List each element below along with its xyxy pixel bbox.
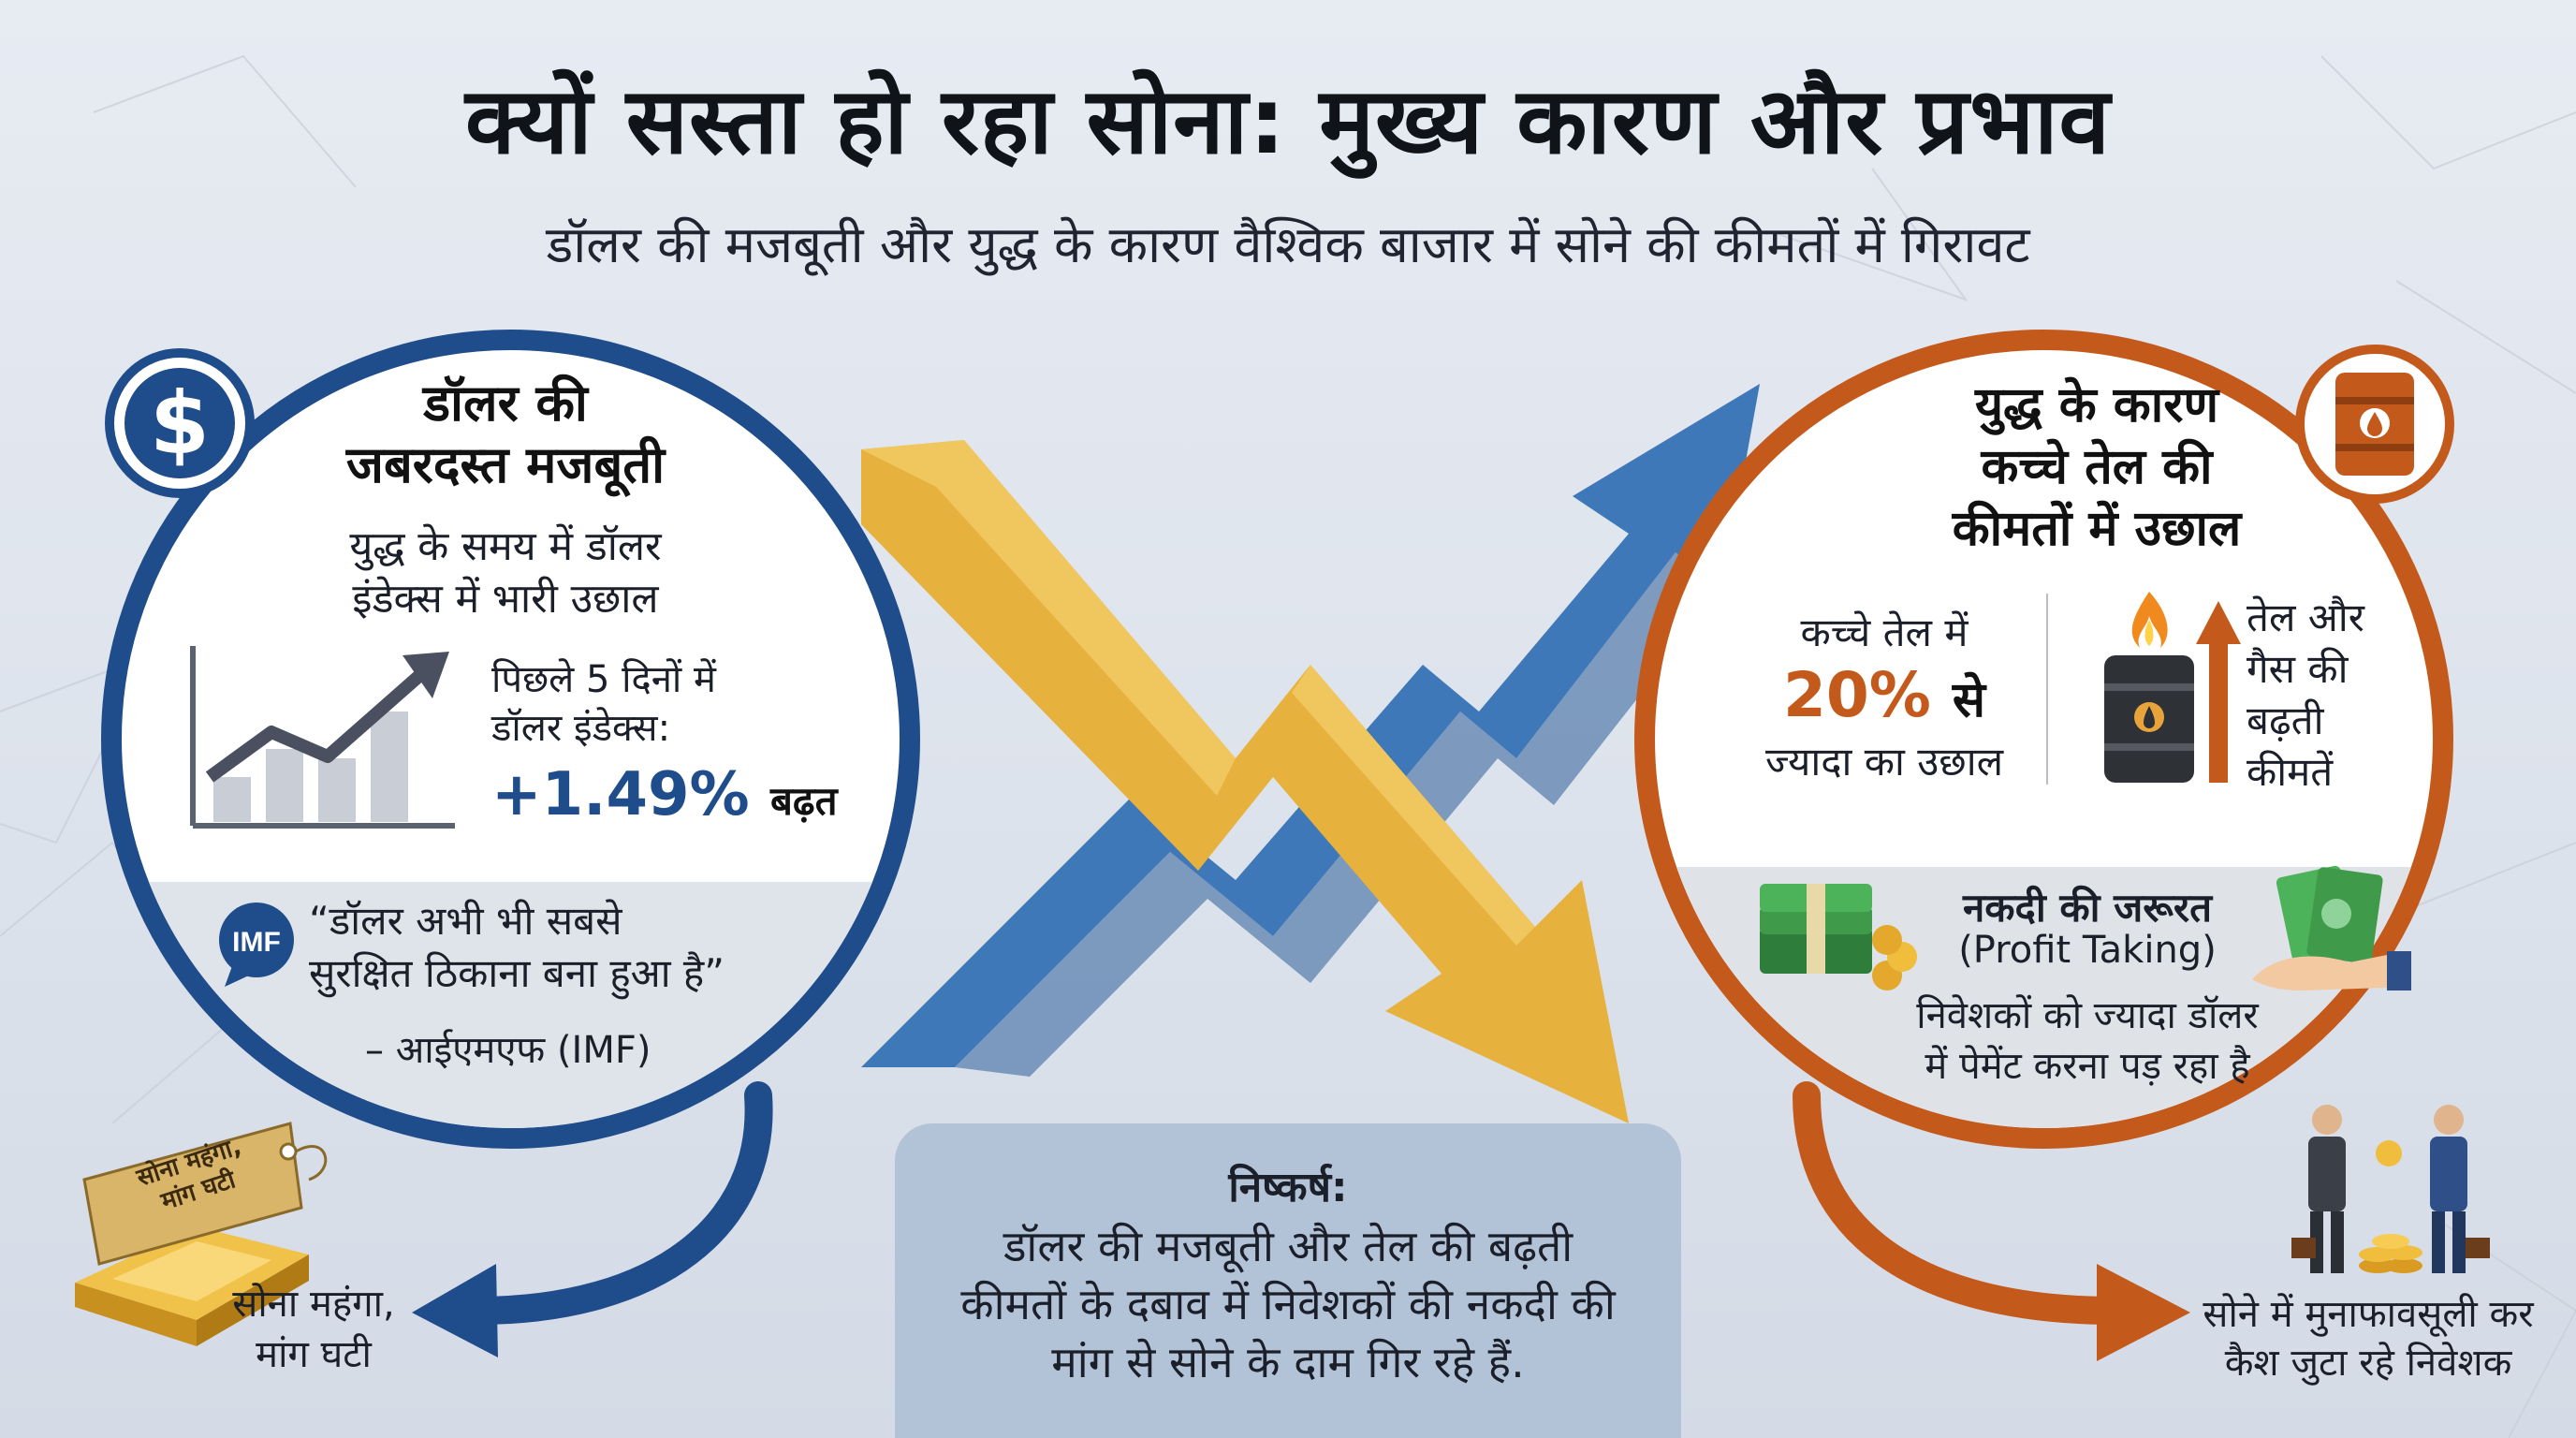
dollar-badge: $ (105, 348, 255, 498)
dollar-index-value: +1.49% बढ़त (491, 760, 838, 829)
conclusion-box (895, 1123, 1681, 1438)
imf-quote: “डॉलर अभी भी सबसे सुरक्षित ठिकाना बना हु… (309, 898, 724, 996)
cash-need-description: निवेशकों को ज्यादा डॉलर में पेमेंट करना … (1916, 994, 2259, 1088)
cash-stack-icon (1760, 884, 1917, 990)
right-curved-arrow-icon (1793, 1081, 2190, 1361)
gold-bar-icon (75, 1122, 328, 1346)
imf-badge-label: IMF (232, 927, 281, 958)
rising-arrow-icon (861, 384, 1760, 1077)
falling-arrow-icon (861, 440, 1629, 1123)
conclusion-text: डॉलर की मजबूती और तेल की बढ़ती कीमतों के… (960, 1221, 1616, 1387)
dollar-index-label: पिछले 5 दिनों में डॉलर इंडेक्स: (491, 658, 716, 750)
crossing-arrows-graphic (861, 384, 1760, 1123)
rising-chart-icon (190, 646, 455, 829)
dollar-strength-panel (101, 330, 920, 1149)
cash-need-subtitle: (Profit Taking) (1958, 929, 2217, 972)
oil-price-title: युद्ध के कारण कच्चे तेल की कीमतों में उछ… (1952, 377, 2242, 557)
imf-speech-bubble-icon: IMF (219, 902, 294, 987)
left-curved-arrow-icon (412, 1081, 773, 1357)
page-subtitle: डॉलर की मजबूती और युद्ध के कारण वैश्विक … (546, 215, 2030, 274)
conclusion-title: निष्कर्ष: (1228, 1164, 1348, 1211)
crude-oil-label: कच्चे तेल में (1800, 609, 1969, 655)
divider (2046, 594, 2048, 785)
gold-demand-label: सोना महंगा, मांग घटी (232, 1283, 395, 1376)
burning-barrel-icon (2104, 592, 2241, 783)
imf-quote-source: – आईएमएफ (IMF) (365, 1029, 651, 1072)
profit-booking-label: सोने में मुनाफावसूली कर कैश जुटा रहे निव… (2203, 1293, 2534, 1385)
page-title: क्यों सस्ता हो रहा सोना: मुख्य कारण और प… (465, 68, 2111, 175)
barrel-badge (2295, 345, 2454, 504)
crude-oil-sublabel: ज्यादा का उछाल (1764, 739, 2004, 785)
dollar-strength-title: डॉलर की जबरदस्त मजबूती (345, 374, 666, 494)
investors-exchange-icon (2291, 1105, 2490, 1273)
oil-gas-prices-label: तेल और गैस की बढ़ती कीमतें (2247, 594, 2364, 795)
dollar-icon: $ (124, 368, 235, 478)
crude-oil-value: 20% से (1782, 659, 1986, 731)
oil-barrel-icon (2335, 373, 2414, 476)
hand-money-icon (2252, 865, 2411, 990)
dollar-strength-description: युद्ध के समय में डॉलर इंडेक्स में भारी उ… (349, 523, 662, 623)
cash-need-title: नकदी की जरूरत (1962, 885, 2213, 931)
